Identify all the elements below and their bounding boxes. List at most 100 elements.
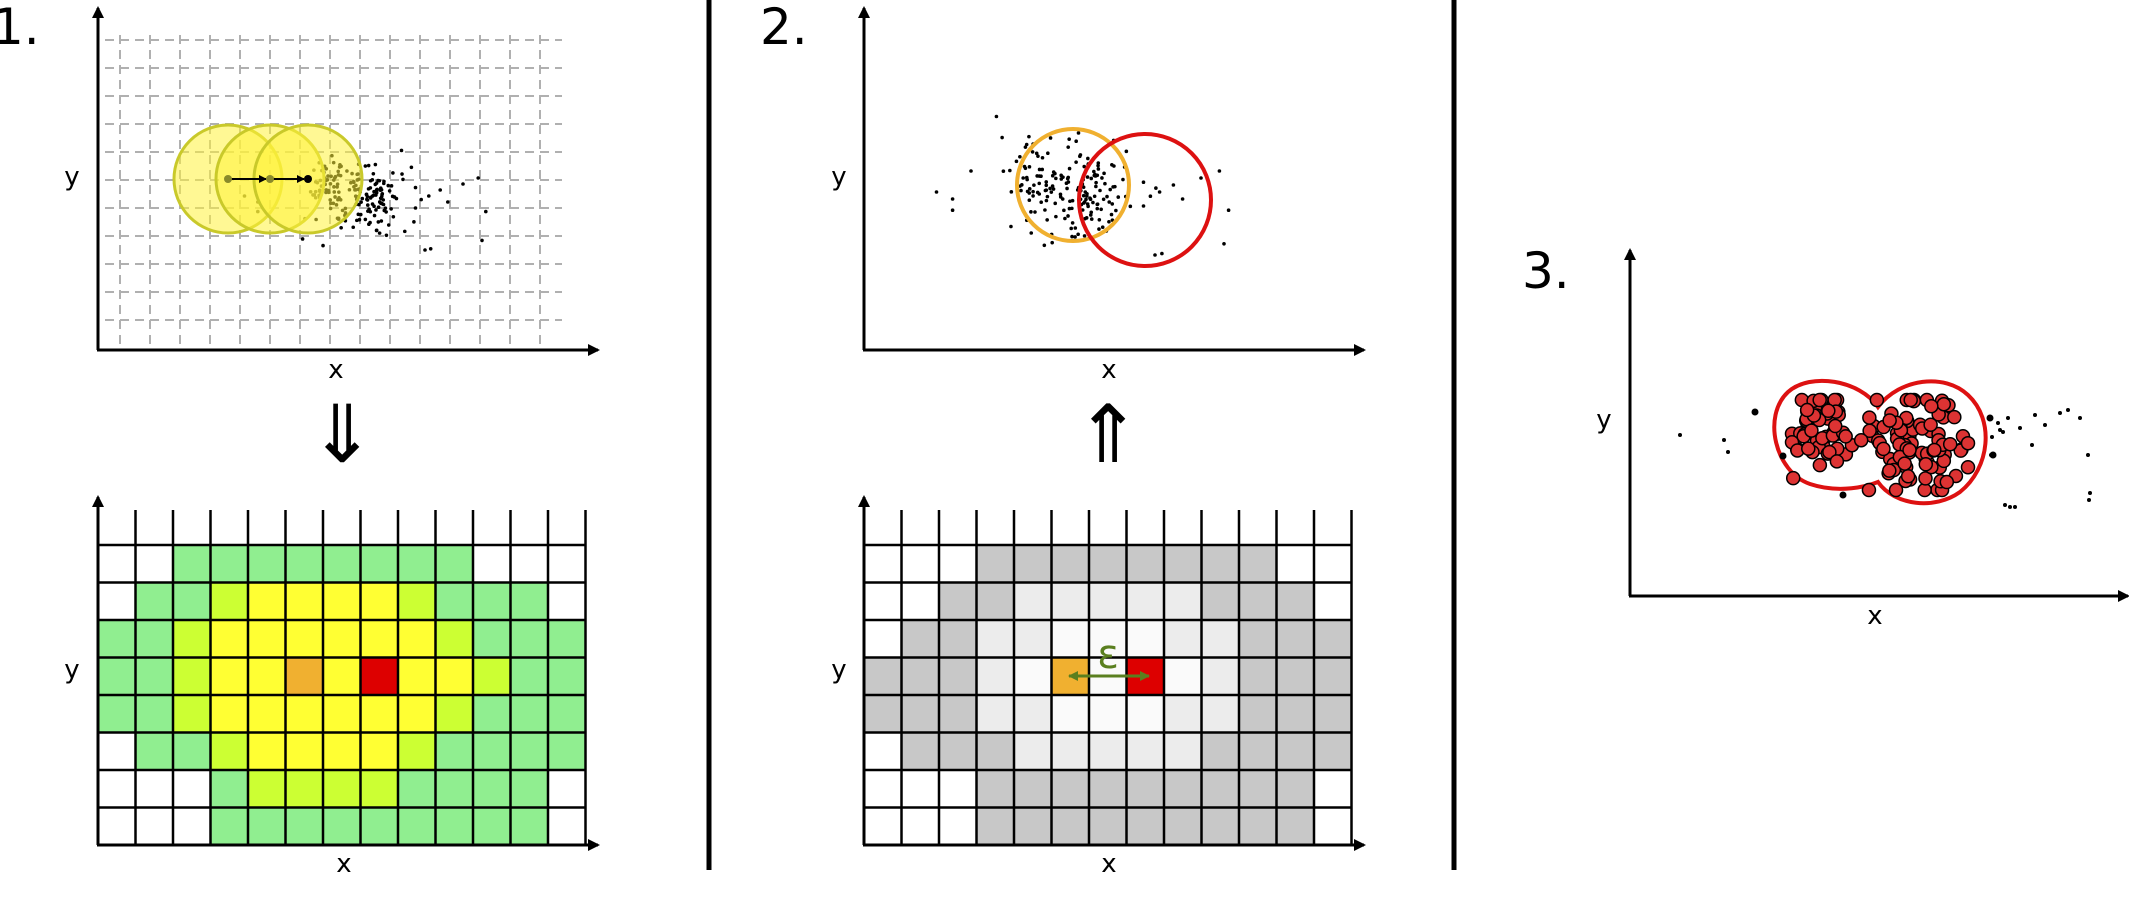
grid-cell bbox=[473, 620, 511, 658]
cluster-point bbox=[1804, 423, 1819, 438]
grid-cell bbox=[285, 695, 323, 733]
data-point bbox=[1074, 160, 1078, 164]
data-point bbox=[1045, 218, 1049, 222]
data-point bbox=[391, 214, 396, 219]
data-point bbox=[300, 237, 305, 241]
data-point bbox=[1154, 186, 1158, 190]
data-point bbox=[379, 188, 384, 192]
data-point bbox=[1001, 169, 1006, 174]
grid-cell bbox=[285, 657, 323, 695]
grid-cell bbox=[323, 695, 361, 733]
grid-cell bbox=[285, 807, 323, 845]
data-point bbox=[1092, 194, 1097, 199]
cluster-point bbox=[1903, 392, 1918, 408]
data-point bbox=[1088, 196, 1092, 201]
grid-cell bbox=[510, 582, 548, 620]
data-point bbox=[1128, 204, 1133, 209]
x-axis-label: x bbox=[336, 849, 351, 879]
data-point bbox=[1095, 173, 1100, 178]
grid-cell bbox=[1014, 807, 1052, 845]
grid-cell bbox=[901, 732, 939, 770]
data-point bbox=[1029, 210, 1033, 214]
noise-point bbox=[2078, 416, 2082, 420]
grid-cell bbox=[1201, 732, 1239, 770]
grid-cell bbox=[1126, 582, 1164, 620]
data-point bbox=[1124, 149, 1129, 154]
grid-cell bbox=[1239, 545, 1277, 583]
data-point bbox=[374, 189, 379, 193]
grid-cell bbox=[1126, 732, 1164, 770]
scatter-plot-2: x y bbox=[831, 6, 1366, 385]
data-point bbox=[1102, 171, 1106, 176]
data-point bbox=[1095, 206, 1100, 211]
grid-cell bbox=[1014, 657, 1052, 695]
data-point bbox=[356, 212, 361, 217]
cluster-point bbox=[1918, 471, 1933, 486]
grid-cell bbox=[398, 732, 436, 770]
data-point bbox=[321, 243, 325, 248]
grid-cell bbox=[435, 732, 473, 770]
grid-cell bbox=[323, 545, 361, 583]
grid-cell bbox=[1239, 732, 1277, 770]
noise-point bbox=[2018, 426, 2022, 430]
cluster-point bbox=[1960, 459, 1976, 475]
grid-cell bbox=[398, 620, 436, 658]
data-point bbox=[1089, 210, 1094, 215]
grid-cell bbox=[1014, 732, 1052, 770]
grid-cell bbox=[1126, 620, 1164, 658]
data-point bbox=[1045, 194, 1050, 199]
grid-cell bbox=[510, 770, 548, 808]
panel-1: 1. x y ⇓ x y bbox=[0, 0, 600, 879]
data-point bbox=[365, 198, 370, 202]
data-point bbox=[1021, 176, 1025, 180]
data-point bbox=[1019, 188, 1023, 193]
grid-cell bbox=[1089, 620, 1127, 658]
grid-cell bbox=[1164, 620, 1202, 658]
panel-2: 2. x y ⇑ ε x y bbox=[760, 0, 1366, 879]
kernel-center bbox=[304, 175, 312, 183]
cluster-point bbox=[1827, 418, 1843, 434]
data-point bbox=[1073, 226, 1078, 230]
data-point bbox=[376, 220, 381, 224]
grid-cell bbox=[1014, 620, 1052, 658]
data-point bbox=[1073, 235, 1077, 239]
scatter-plot-1: x y bbox=[64, 6, 600, 385]
data-point bbox=[357, 202, 361, 207]
grid-cell bbox=[901, 657, 939, 695]
data-point bbox=[1094, 184, 1098, 189]
grid-cell bbox=[323, 582, 361, 620]
cluster-points bbox=[1784, 392, 1976, 498]
cluster-point bbox=[1947, 409, 1962, 425]
data-point bbox=[409, 165, 414, 170]
noise-point bbox=[1996, 421, 2000, 425]
data-point bbox=[1037, 181, 1042, 186]
grid-cell bbox=[173, 732, 211, 770]
data-point bbox=[1044, 198, 1049, 203]
grid-cell bbox=[323, 620, 361, 658]
grid-cell bbox=[173, 695, 211, 733]
grid-cell bbox=[1239, 657, 1277, 695]
data-point bbox=[1027, 191, 1032, 195]
data-point bbox=[1084, 216, 1089, 220]
grid-cell bbox=[1126, 695, 1164, 733]
cluster-point bbox=[1876, 441, 1891, 457]
cluster-point bbox=[1838, 429, 1853, 444]
data-point bbox=[480, 238, 484, 243]
data-point bbox=[1114, 208, 1118, 213]
grid-cell bbox=[1164, 732, 1202, 770]
grid-cell bbox=[1164, 657, 1202, 695]
data-point bbox=[1108, 187, 1113, 192]
grid-cell bbox=[1164, 582, 1202, 620]
noise-point bbox=[1678, 433, 1682, 437]
data-point bbox=[1070, 221, 1075, 225]
grid-cell bbox=[1201, 770, 1239, 808]
data-point bbox=[387, 189, 392, 193]
noise-point bbox=[2066, 408, 2070, 412]
data-point bbox=[438, 188, 443, 192]
data-point bbox=[969, 169, 973, 173]
data-point bbox=[377, 200, 382, 204]
data-point bbox=[1009, 190, 1014, 194]
grid-cell bbox=[976, 582, 1014, 620]
grid-cell bbox=[939, 732, 977, 770]
grid-cell bbox=[976, 732, 1014, 770]
